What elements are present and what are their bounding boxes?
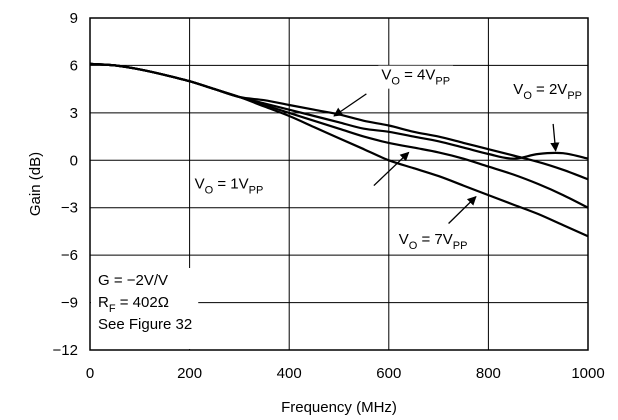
y-tick-label: 0 — [70, 152, 78, 169]
series-line-2 — [89, 62, 589, 160]
series-label-2: VO = 2VPP — [513, 81, 582, 102]
x-axis-label: Frequency (MHz) — [281, 399, 397, 416]
annotation-arrow-3 — [373, 151, 410, 187]
annotation-background — [191, 174, 267, 198]
note-line: See Figure 32 — [98, 316, 192, 333]
y-tick-label: 9 — [70, 10, 78, 27]
y-tick-label: −9 — [61, 295, 78, 312]
x-tick-label: 600 — [376, 365, 401, 382]
x-tick-label: 200 — [177, 365, 202, 382]
series-label-4: VO = 7VPP — [399, 231, 468, 252]
x-tick-label: 1000 — [571, 365, 604, 382]
y-tick-label: −6 — [61, 247, 78, 264]
annotation-arrow-4 — [448, 196, 477, 224]
series-lines — [89, 62, 589, 238]
plot-frame — [89, 17, 589, 351]
note-box-background — [91, 268, 199, 349]
series-label-3: VO = 1VPP — [195, 176, 264, 197]
annotation-arrow-2 — [550, 123, 560, 152]
note-line: RF = 402Ω — [98, 294, 169, 315]
annotation-background — [395, 230, 471, 254]
x-tick-label: 800 — [476, 365, 501, 382]
y-tick-label: 3 — [70, 105, 78, 122]
annotation-background — [510, 79, 586, 103]
y-axis-label: Gain (dB) — [27, 152, 44, 216]
x-tick-label: 400 — [277, 365, 302, 382]
series-annotations: VO = 4VPP VO = 2VPP VO = 1VPP VO = 7VPP — [191, 65, 586, 254]
y-axis-ticks: 9 6 3 0 −3 −6 −9 −12 — [53, 10, 78, 359]
x-tick-label: 0 — [86, 365, 94, 382]
series-label-1: VO = 4VPP — [381, 67, 450, 88]
note-line: G = −2V/V — [98, 272, 168, 289]
annotation-arrow-1 — [333, 93, 367, 117]
y-tick-label: −3 — [61, 200, 78, 217]
y-tick-label: 6 — [70, 57, 78, 74]
series-line-4 — [89, 62, 589, 238]
y-tick-label: −12 — [53, 342, 78, 359]
x-axis-ticks: 0 200 400 600 800 1000 — [86, 365, 605, 382]
annotation-background — [378, 65, 454, 89]
